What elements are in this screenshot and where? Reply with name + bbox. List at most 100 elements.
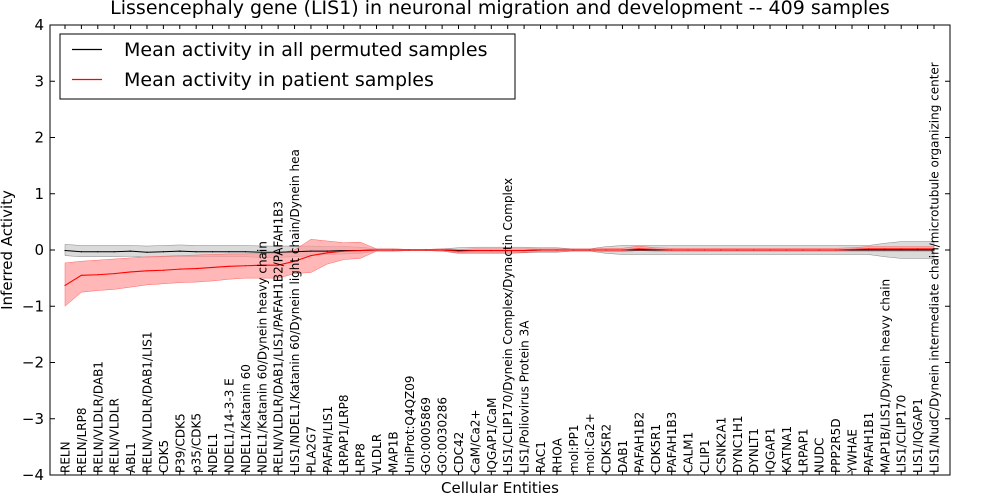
x-tick-label: LRPAP1 <box>796 428 810 473</box>
point-patient <box>769 249 771 251</box>
x-tick-label: LIS1/IQGAP1 <box>911 398 925 473</box>
x-tick-label: PAFAH/LIS1 <box>321 406 335 473</box>
point-permuted <box>129 250 132 252</box>
x-tick-label: LRPAP1/LRP8 <box>337 394 351 473</box>
point-permuted <box>326 250 328 252</box>
point-patient <box>818 249 820 251</box>
x-tick-label: RAC1 <box>534 441 548 473</box>
band-patient <box>64 239 935 307</box>
x-tick-label: PAFAH1B1 <box>862 412 876 473</box>
x-tick-label: GO:0005869 <box>419 397 433 473</box>
point-patient <box>933 248 935 250</box>
point-permuted <box>80 251 82 253</box>
point-patient <box>97 274 99 276</box>
point-patient <box>572 249 574 251</box>
x-tick-label: UniProt:Q4QZ09 <box>403 375 417 473</box>
point-patient <box>359 249 361 252</box>
x-tick-label: PAFAH1B2 <box>632 412 646 473</box>
point-permuted <box>261 251 263 253</box>
point-patient <box>654 248 656 251</box>
point-patient <box>195 267 197 270</box>
legend-label-permuted: Mean activity in all permuted samples <box>124 39 487 61</box>
x-tick-label: mol:Ca2+ <box>583 413 597 473</box>
point-patient <box>408 249 410 251</box>
x-tick-label: LIS1/Poliovirus Protein 3A <box>518 320 532 473</box>
point-patient <box>244 265 246 267</box>
point-patient <box>375 249 378 251</box>
point-permuted <box>867 249 870 251</box>
x-tick-label: RHOA <box>550 437 564 473</box>
point-patient <box>211 266 214 269</box>
x-tick-label: NDEL1 <box>206 433 220 473</box>
x-tick-label: CDK5 <box>157 440 171 473</box>
x-tick-label: LIS1/NudC/Dynein intermediate chain/micr… <box>928 62 942 473</box>
point-patient <box>671 249 673 251</box>
y-tick-label: 4 <box>34 16 44 34</box>
x-tick-label: CALM1 <box>682 432 696 473</box>
y-axis-title: Inferred Activity <box>0 190 16 310</box>
point-patient <box>917 248 919 250</box>
point-permuted <box>277 251 279 253</box>
x-tick-label: RELN/VLDLR <box>108 398 122 473</box>
point-patient <box>179 268 181 270</box>
point-permuted <box>933 249 935 251</box>
x-tick-label: NDEL1/Katanin 60 <box>239 364 253 473</box>
x-tick-label: CDK5R2 <box>600 424 614 473</box>
point-patient <box>753 249 755 251</box>
point-patient <box>736 249 738 251</box>
x-tick-label: LRP8 <box>354 443 368 473</box>
x-tick-label: DAB1 <box>616 440 630 473</box>
point-patient <box>64 284 66 287</box>
x-tick-label: PLA2G7 <box>304 426 318 473</box>
x-tick-label: ABL1 <box>124 442 138 473</box>
point-patient <box>277 264 279 266</box>
x-tick-label: p35/CDK5 <box>190 413 204 473</box>
point-permuted <box>211 251 214 253</box>
point-patient <box>703 249 706 251</box>
y-tick-label: 2 <box>34 129 44 147</box>
y-tick-label: −4 <box>22 466 44 484</box>
point-patient <box>802 249 804 251</box>
x-tick-label: VLDLR <box>370 434 384 473</box>
x-tick-label: CLIP1 <box>698 440 712 473</box>
x-tick-label: CaM/Ca2+ <box>468 409 482 473</box>
x-tick-label: NDEL1/Katanin 60/Dynein heavy chain <box>255 241 269 473</box>
point-permuted <box>638 249 640 251</box>
point-patient <box>293 260 296 262</box>
point-permuted <box>179 250 181 252</box>
point-permuted <box>244 251 246 253</box>
point-patient <box>539 249 542 251</box>
y-tick-label: 0 <box>34 241 44 259</box>
x-tick-label: RELN <box>59 441 73 473</box>
point-permuted <box>113 251 115 253</box>
x-axis: RELN RELN/LRP8 RELN/VLDLR/DAB1 RELN/VLDLR AB… <box>59 25 942 475</box>
point-patient <box>474 249 476 252</box>
x-tick-label: CDK5R1 <box>649 424 663 473</box>
point-patient <box>146 270 148 272</box>
point-permuted <box>293 251 296 253</box>
x-tick-label: CDC42 <box>452 432 466 473</box>
point-patient <box>162 269 164 271</box>
point-patient <box>720 249 722 251</box>
x-tick-label: mol:PP1 <box>567 424 581 473</box>
point-patient <box>638 248 640 250</box>
point-patient <box>343 250 345 252</box>
point-patient <box>113 273 115 275</box>
point-patient <box>605 249 607 251</box>
point-patient <box>900 248 902 250</box>
point-permuted <box>162 251 164 253</box>
x-tick-label: YWHAE <box>846 429 860 474</box>
x-tick-label: NUDC <box>813 438 827 473</box>
point-patient <box>392 249 394 251</box>
point-permuted <box>195 251 197 253</box>
y-axis: 4 3 2 1 0 −1 −2 −3 −4 <box>22 16 950 484</box>
point-permuted <box>310 250 312 252</box>
point-permuted <box>917 249 919 251</box>
point-patient <box>621 249 624 251</box>
point-permuted <box>97 251 99 253</box>
chart-title: Lissencephaly gene (LIS1) in neuronal mi… <box>110 0 890 19</box>
x-tick-label: LIS1/CLIP170 <box>895 395 909 473</box>
x-tick-label: GO:0030286 <box>436 397 450 473</box>
x-tick-label: MAP1B/LIS1/Dynein heavy chain <box>878 279 892 473</box>
